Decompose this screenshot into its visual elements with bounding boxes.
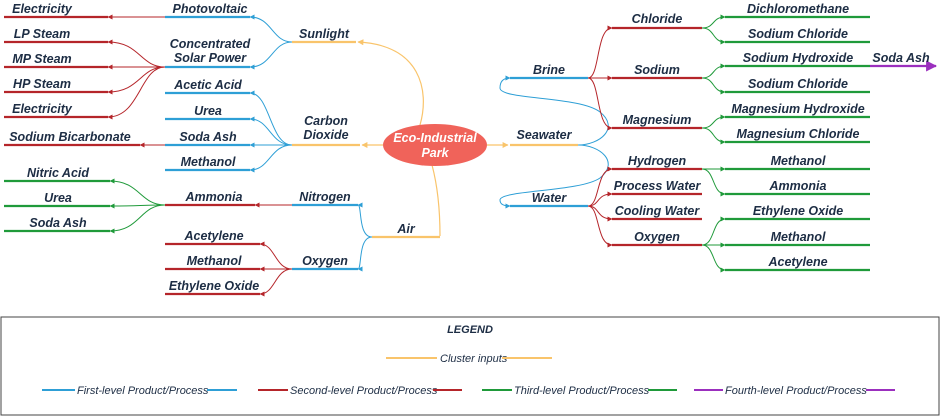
second-hydrogen: Hydrogen [628,154,687,168]
second-ammonia: Ammonia [185,190,243,204]
third-nitric-acid: Nitric Acid [27,166,89,180]
third-dichloromethane: Dichloromethane [747,2,849,16]
hub-to-air-connector [431,164,441,237]
first-acetic-acid: Acetic Acid [173,78,242,92]
second-sodium-bicarbonate: Sodium Bicarbonate [9,130,131,144]
left-third-level-underlines [4,179,110,233]
first-csp-line1: Concentrated [170,37,251,51]
hub-label-line1: Eco-Industrial [393,131,477,145]
cluster-labels: Sunlight Carbon Dioxide Air Seawater [299,27,573,236]
legend-second-item: Second-level Product/Process [258,385,462,397]
second-process-water: Process Water [614,179,702,193]
second-magnesium: Magnesium [623,113,692,127]
third-acetylene: Acetylene [767,255,827,269]
legend-fourth-item: Fourth-level Product/Process [694,385,895,397]
legend-cluster-item: Cluster inputs [386,353,552,365]
legend-first-item: First-level Product/Process [42,385,237,397]
hub-to-sunlight-connector [357,39,424,126]
first-soda-ash: Soda Ash [179,130,237,144]
first-urea: Urea [194,104,222,118]
third-soda-ash: Soda Ash [29,216,87,230]
left-first-level-connectors [249,14,373,272]
second-electricity-pv: Electricity [12,2,73,16]
right-third-level-underlines [725,15,870,272]
third-methanol-o: Methanol [771,230,826,244]
right-third-level-connectors [701,14,726,273]
first-water: Water [532,191,568,205]
legend-box [0,316,940,416]
second-ethylene-oxide: Ethylene Oxide [169,279,259,293]
legend-fourth-label: Fourth-level Product/Process [725,385,867,397]
legend-first-label: First-level Product/Process [77,385,209,397]
first-level-labels: Photovoltaic Concentrated Solar Power Ac… [170,2,568,268]
first-nitrogen: Nitrogen [299,190,351,204]
third-sodium-chloride-2: Sodium Chloride [748,77,848,91]
third-ammonia: Ammonia [769,179,827,193]
right-first-level-connectors [499,75,609,209]
first-csp-line2: Solar Power [174,51,247,65]
cluster-air: Air [396,222,416,236]
legend-cluster-label: Cluster inputs [440,353,508,365]
cluster-carbon-dioxide-line2: Dioxide [303,128,348,142]
second-electricity-csp: Electricity [12,102,73,116]
second-sodium: Sodium [634,63,680,77]
second-hp-steam: HP Steam [13,77,71,91]
third-sodium-hydroxide: Sodium Hydroxide [743,51,853,65]
second-methanol: Methanol [187,254,242,268]
right-first-level-underlines [510,76,588,208]
legend-third-label: Third-level Product/Process [514,385,650,397]
cluster-connectors [357,39,509,237]
fourth-soda-ash: Soda Ash [872,51,930,65]
second-lp-steam: LP Steam [14,27,71,41]
first-photovoltaic: Photovoltaic [172,2,247,16]
left-first-level-underlines [165,15,358,271]
second-acetylene: Acetylene [183,229,243,243]
cluster-sunlight: Sunlight [299,27,350,41]
third-urea: Urea [44,191,72,205]
second-cooling-water: Cooling Water [615,204,701,218]
legend-second-label: Second-level Product/Process [290,385,438,397]
legend-third-item: Third-level Product/Process [482,385,677,397]
first-methanol: Methanol [181,155,236,169]
first-brine: Brine [533,63,565,77]
third-magnesium-hydroxide: Magnesium Hydroxide [731,102,864,116]
cluster-seawater: Seawater [517,128,573,142]
hub-label-line2: Park [421,146,449,160]
legend-title: LEGEND [447,324,493,336]
third-methanol-h: Methanol [771,154,826,168]
cluster-underlines [292,40,578,239]
eco-industrial-park-hub: Eco-Industrial Park [383,124,487,166]
second-oxygen: Oxygen [634,230,680,244]
third-sodium-chloride-1: Sodium Chloride [748,27,848,41]
left-second-level-underlines [4,15,260,296]
second-mp-steam: MP Steam [12,52,71,66]
second-chloride: Chloride [632,12,683,26]
third-magnesium-chloride: Magnesium Chloride [737,127,860,141]
hub-ellipse [383,124,487,166]
cluster-carbon-dioxide-line1: Carbon [304,114,348,128]
left-second-level-connectors [107,14,293,297]
third-ethylene-oxide: Ethylene Oxide [753,204,843,218]
right-second-level-underlines [612,26,702,247]
right-second-level-connectors [587,25,613,248]
third-level-labels: Nitric Acid Urea Soda Ash Dichloromethan… [27,2,865,269]
legend: LEGEND Cluster inputs First-level Produc… [0,316,940,416]
first-oxygen: Oxygen [302,254,348,268]
left-third-level-connectors [109,178,166,234]
second-level-labels: Electricity LP Steam MP Steam HP Steam E… [9,2,701,293]
